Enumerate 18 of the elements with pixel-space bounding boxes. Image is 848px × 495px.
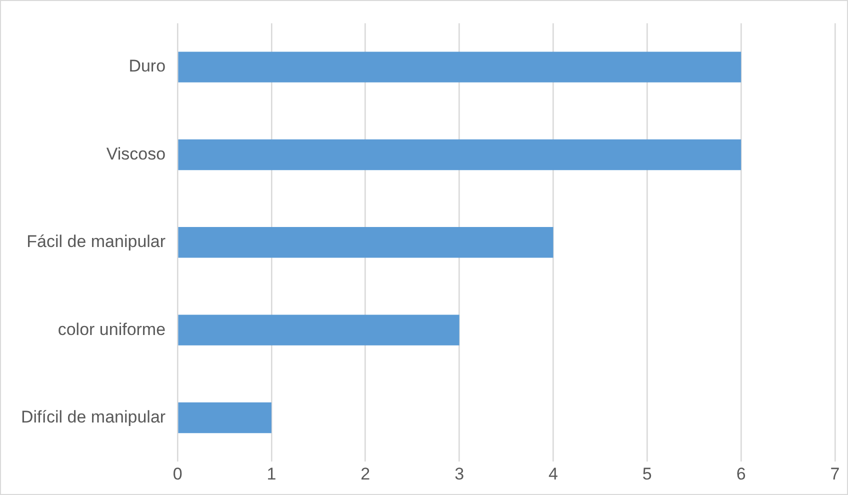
y-tick-label: Difícil de manipular <box>20 407 166 426</box>
x-tick-label: 6 <box>736 464 746 484</box>
y-tick-label: Viscoso <box>106 144 166 164</box>
bar <box>178 227 554 258</box>
x-tick-label: 7 <box>830 464 840 484</box>
x-tick-label: 3 <box>454 464 464 484</box>
x-tick-label: 4 <box>548 464 558 484</box>
bar <box>178 314 460 346</box>
x-tick-label: 0 <box>172 464 182 484</box>
bar <box>178 139 742 170</box>
bar <box>178 402 272 434</box>
y-tick-label: color uniforme <box>58 320 166 339</box>
x-tick-label: 2 <box>360 464 370 484</box>
x-tick-label: 1 <box>266 464 276 484</box>
y-tick-label: Fácil de manipular <box>26 232 166 252</box>
x-tick-label: 5 <box>642 464 652 484</box>
y-tick-label: Duro <box>128 56 166 76</box>
bar <box>178 52 742 82</box>
